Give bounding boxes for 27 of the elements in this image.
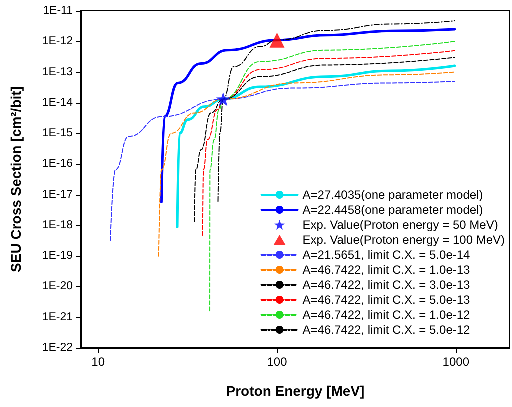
y-tick-label: 1E-13: [42, 66, 73, 78]
legend-label: A=46.7422, limit C.X. = 5.0e-13: [302, 293, 471, 307]
x-axis-title: Proton Energy [MeV]: [226, 383, 365, 399]
y-tick-label: 1E-18: [42, 219, 73, 232]
legend-label: A=46.7422, limit C.X. = 3.0e-13: [302, 278, 471, 292]
legend-label: Exp. Value(Proton energy = 100 MeV): [302, 233, 506, 247]
y-tick-label: 1E-16: [42, 158, 73, 170]
y-tick-label: 1E-22: [42, 342, 73, 354]
y-tick-label: 1E-15: [42, 128, 73, 140]
legend-label: A=46.7422, limit C.X. = 1.0e-12: [302, 308, 471, 322]
y-tick-label: 1E-12: [42, 36, 73, 48]
x-tick-label: 100: [267, 355, 288, 369]
y-tick-label: 1E-20: [42, 280, 73, 293]
y-tick-label: 1E-21: [42, 311, 73, 324]
legend-label: A=21.5651, limit C.X. = 5.0e-14: [302, 248, 471, 262]
y-tick-label: 1E-11: [43, 5, 73, 17]
legend-label: A=46.7422, limit C.X. = 5.0e-12: [302, 323, 471, 337]
legend-label: A=27.4035(one parameter model): [302, 188, 484, 202]
x-tick-label: 1000: [442, 355, 470, 369]
y-tick-label: 1E-17: [42, 188, 73, 201]
legend-label: A=46.7422, limit C.X. = 1.0e-13: [302, 263, 471, 277]
y-tick-label: 1E-14: [42, 96, 74, 109]
y-axis-title: SEU Cross Section [cm²/bit]: [8, 86, 24, 272]
legend-label: A=22.4458(one parameter model): [302, 203, 484, 217]
y-tick-label: 1E-19: [42, 250, 73, 262]
x-tick-label: 10: [92, 355, 106, 369]
legend-label: Exp. Value(Proton energy = 50 MeV): [302, 218, 498, 232]
